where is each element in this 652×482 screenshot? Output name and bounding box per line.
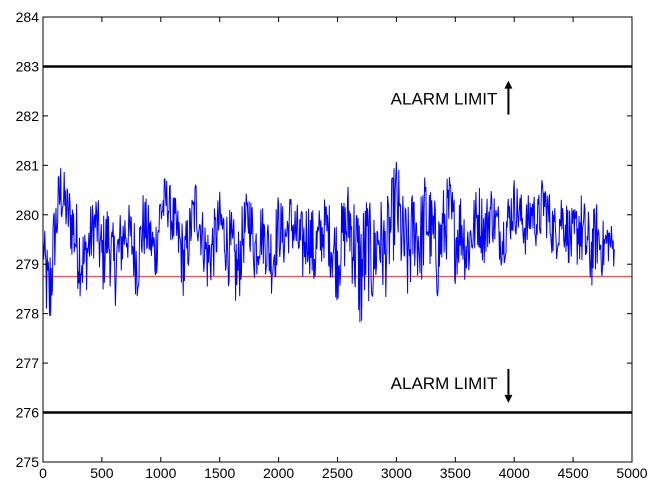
data-series-line bbox=[42, 161, 615, 323]
x-tick-label: 2500 bbox=[322, 465, 353, 481]
x-tick-label: 500 bbox=[90, 465, 114, 481]
x-tick-label: 5000 bbox=[616, 465, 647, 481]
x-tick-label: 1000 bbox=[145, 465, 176, 481]
x-tick-label: 4000 bbox=[499, 465, 530, 481]
y-tick-label: 279 bbox=[16, 256, 40, 272]
x-tick-label: 3500 bbox=[440, 465, 471, 481]
y-tick-label: 284 bbox=[16, 9, 40, 25]
x-tick-label: 0 bbox=[39, 465, 47, 481]
y-tick-label: 277 bbox=[16, 355, 40, 371]
y-tick-label: 283 bbox=[16, 58, 40, 74]
alarm-limit-label: ALARM LIMIT bbox=[391, 90, 498, 109]
y-tick-label: 280 bbox=[16, 207, 40, 223]
y-tick-label: 276 bbox=[16, 405, 40, 421]
alarm-limit-label: ALARM LIMIT bbox=[391, 374, 498, 393]
x-tick-label: 1500 bbox=[204, 465, 235, 481]
arrow-down-icon bbox=[504, 368, 513, 403]
y-tick-label: 275 bbox=[16, 454, 40, 470]
y-tick-label: 282 bbox=[16, 108, 40, 124]
arrow-up-icon bbox=[504, 80, 513, 115]
y-tick-label: 281 bbox=[16, 157, 40, 173]
x-tick-label: 2000 bbox=[263, 465, 294, 481]
x-tick-label: 3000 bbox=[381, 465, 412, 481]
y-tick-label: 278 bbox=[16, 306, 40, 322]
x-tick-label: 4500 bbox=[558, 465, 589, 481]
